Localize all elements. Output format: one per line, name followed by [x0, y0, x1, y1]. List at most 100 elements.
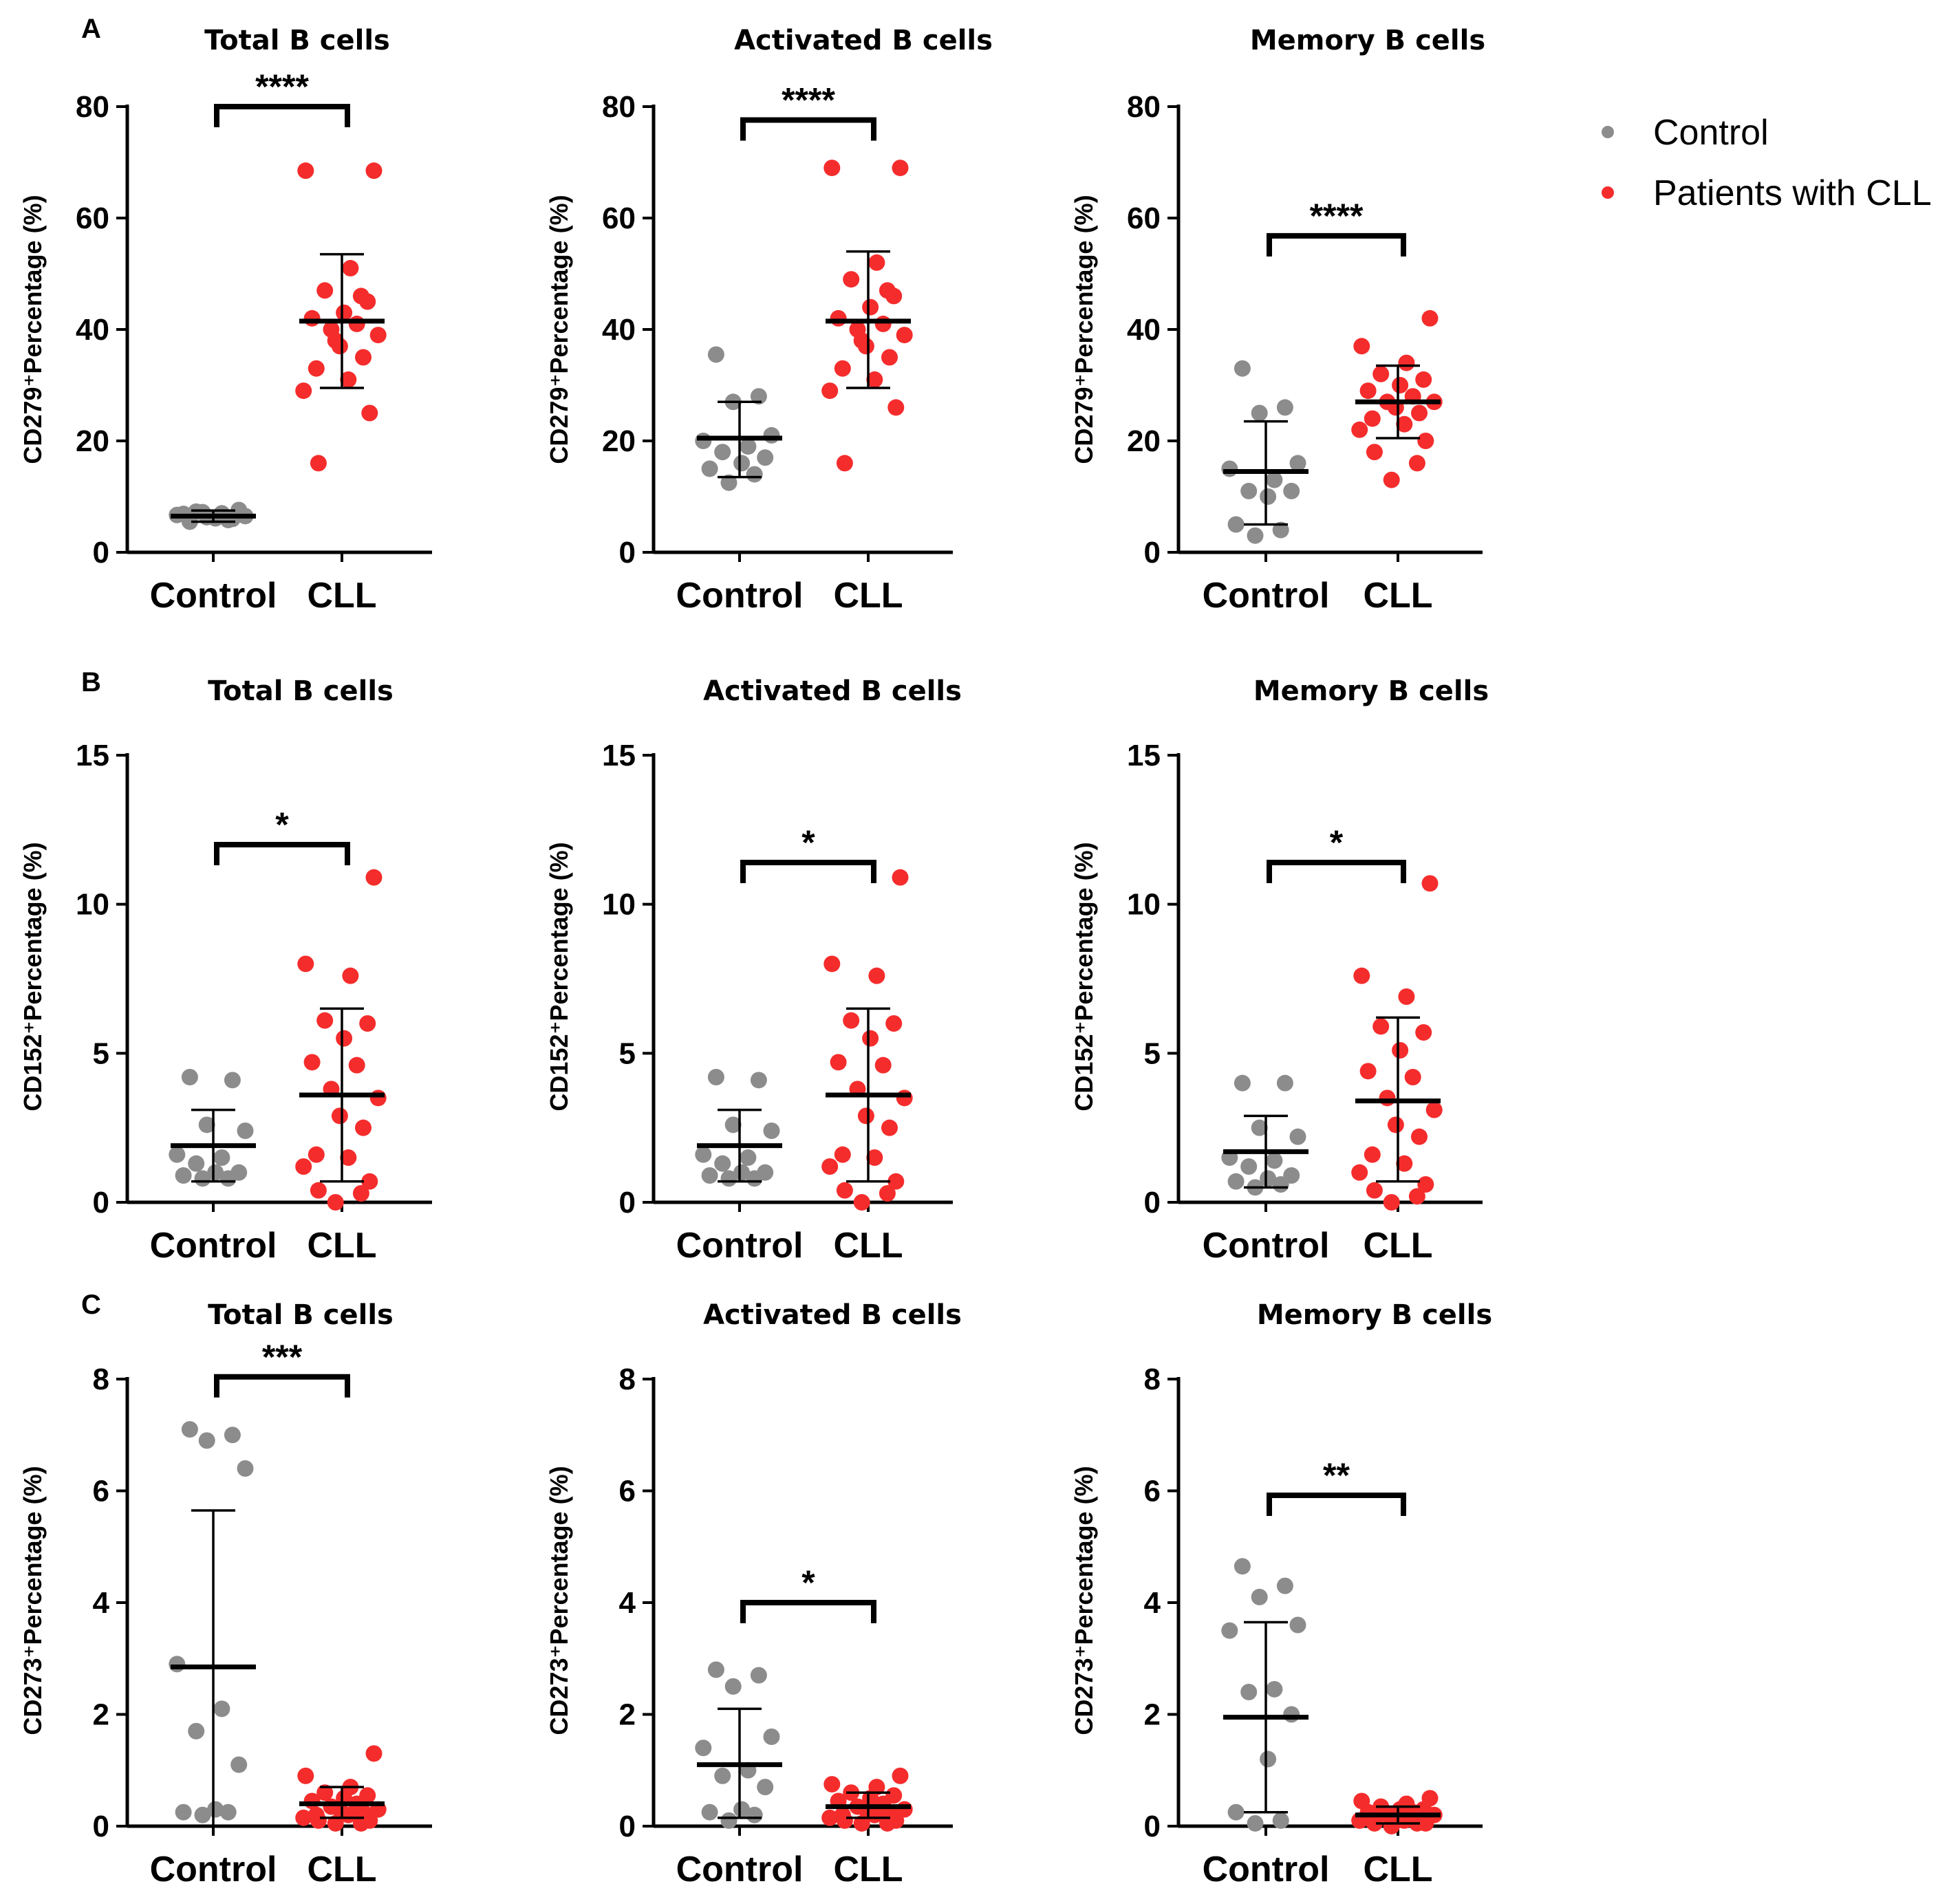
cll-point [295, 1158, 312, 1175]
x-category-label: Control [1203, 1226, 1330, 1266]
control-point [188, 1155, 205, 1172]
control-point [757, 1779, 774, 1796]
legend-label-control: Control [1653, 113, 1769, 153]
control-point [1251, 404, 1268, 422]
control-point [1234, 1074, 1251, 1092]
control-point [1266, 471, 1283, 488]
cll-point [823, 160, 841, 177]
chart-panel: 0 20 40 60 80 Control CLL CD279⁺Percentage (%) M… [1070, 25, 1485, 616]
y-tick-label: 0 [619, 1810, 636, 1843]
cll-point [297, 162, 314, 180]
chart-title: Activated B cells [703, 1299, 962, 1331]
cll-point [892, 160, 909, 177]
cll-point [365, 162, 383, 180]
cll-point [896, 1090, 913, 1107]
cll-point [1398, 988, 1415, 1005]
cll-point [348, 1056, 365, 1074]
y-tick-label: 0 [1144, 536, 1161, 570]
significance-label: * [275, 805, 289, 844]
control-point [701, 1167, 718, 1184]
x-category-label: Control [1203, 1850, 1330, 1889]
cll-point [823, 955, 841, 973]
control-point [1240, 482, 1258, 499]
y-axis-label: CD273⁺Percentage (%) [1070, 1466, 1098, 1735]
cll-point [830, 310, 847, 327]
control-point [733, 1801, 751, 1818]
chart-title: Total B cells [208, 1299, 394, 1331]
control-point [720, 1170, 737, 1187]
cll-point [331, 1107, 348, 1125]
control-point [746, 1170, 763, 1187]
cll-point [836, 1812, 853, 1829]
y-tick-label: 15 [602, 739, 636, 772]
cll-point [1417, 1176, 1434, 1193]
cll-point [295, 1809, 312, 1826]
y-tick-label: 0 [1144, 1186, 1161, 1220]
control-point [695, 1146, 712, 1163]
cll-point [342, 967, 359, 984]
cll-point [896, 327, 913, 344]
control-point [695, 1739, 712, 1757]
control-point [1251, 1588, 1268, 1605]
control-point [1260, 1750, 1277, 1768]
cll-point [365, 869, 383, 886]
cll-point [843, 1012, 860, 1029]
cll-point [295, 382, 312, 400]
control-point [181, 1421, 198, 1438]
y-tick-label: 4 [93, 1586, 110, 1620]
cll-point [1415, 1024, 1432, 1041]
cll-point [1353, 967, 1370, 984]
control-point [1266, 1152, 1283, 1169]
cll-point [303, 1054, 321, 1071]
cll-point [1359, 382, 1377, 400]
chart-title: Total B cells [208, 675, 394, 707]
cll-point [348, 315, 365, 332]
control-point [720, 1812, 737, 1829]
chart-panel: 0 5 10 15 Control CLL CD152⁺Percentage (%) Acti… [545, 675, 962, 1266]
cll-point [310, 455, 327, 472]
cll-point [369, 1090, 387, 1107]
control-point [1289, 455, 1306, 472]
legend-label-cll: Patients with CLL [1653, 173, 1932, 213]
control-point [740, 438, 757, 455]
cll-point [336, 1030, 353, 1047]
chart-panel: 0 2 4 6 8 Control CLL CD273⁺Percentage (%) Memor… [1070, 1299, 1492, 1889]
significance-bracket [1267, 232, 1406, 257]
control-point [750, 1667, 767, 1684]
cll-point [316, 1784, 334, 1801]
cll-point [1421, 310, 1439, 327]
legend-marker-cll [1602, 186, 1614, 199]
chart-title: Memory B cells [1257, 1299, 1492, 1331]
control-point [1289, 1128, 1306, 1145]
y-tick-label: 2 [619, 1698, 636, 1732]
y-tick-label: 4 [1144, 1586, 1161, 1620]
chart-panel: 0 20 40 60 80 Control CLL CD279⁺Percentage (%) A… [545, 25, 993, 616]
chart-panel: 0 5 10 15 Control CLL CD152⁺Percentage (%) Memo… [1070, 675, 1489, 1266]
control-point [701, 460, 718, 477]
cll-point [340, 1806, 357, 1823]
cll-point [327, 1194, 344, 1211]
cll-point [316, 1012, 334, 1029]
y-axis-label: CD273⁺Percentage (%) [19, 1466, 47, 1735]
cll-point [1392, 1042, 1409, 1059]
y-tick-label: 0 [93, 536, 109, 570]
control-point [1251, 1119, 1268, 1136]
y-tick-label: 2 [1144, 1698, 1161, 1732]
cll-point [887, 1173, 905, 1190]
significance-label: **** [782, 80, 835, 119]
control-point [188, 1722, 205, 1739]
cll-point [881, 1119, 898, 1136]
control-point [1266, 1680, 1283, 1698]
significance-bracket [740, 860, 876, 883]
control-point [1272, 1812, 1289, 1829]
chart-title: Total B cells [204, 25, 390, 56]
y-axis-label: CD152⁺Percentage (%) [19, 842, 47, 1111]
y-tick-label: 10 [76, 888, 109, 922]
cll-point [862, 299, 879, 316]
cll-point [1383, 1818, 1400, 1834]
y-tick-label: 80 [602, 90, 636, 124]
panel-letter: B [81, 667, 101, 697]
panel-letter: A [81, 14, 101, 44]
significance-bracket [214, 1374, 350, 1398]
control-point [1260, 488, 1277, 505]
